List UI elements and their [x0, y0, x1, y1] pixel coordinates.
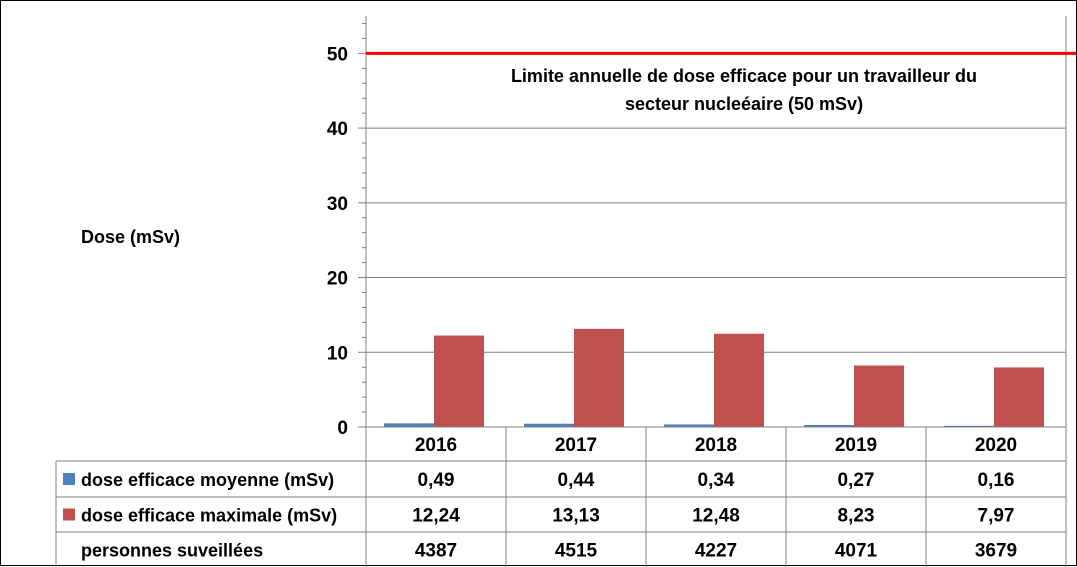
bar-maximale-2017 [574, 328, 624, 427]
data-label: 0,49 [418, 470, 455, 491]
bar-maximale-2018 [714, 333, 764, 427]
bar-moyenne-2020 [944, 425, 994, 427]
x-tick-label: 2019 [835, 435, 877, 456]
data-label: 12,48 [692, 506, 740, 527]
table-cell: 4515 [555, 541, 598, 562]
y-axis-label: Dose (mSv) [81, 227, 180, 247]
data-label: 8,23 [838, 506, 875, 527]
data-label: 7,97 [978, 506, 1015, 527]
data-label: 12,24 [412, 506, 460, 527]
table-row-label: personnes suveillées [81, 541, 263, 561]
bar-maximale-2016 [434, 335, 484, 427]
legend-swatch [63, 508, 75, 521]
table-cell: 4387 [415, 541, 457, 562]
y-tick-label: 50 [327, 44, 348, 65]
data-label: 0,16 [978, 470, 1015, 491]
legend-label: dose efficace moyenne (mSv) [81, 470, 334, 490]
y-tick-label: 10 [327, 343, 348, 364]
table-cell: 3679 [975, 541, 1017, 562]
bar-maximale-2020 [994, 367, 1044, 427]
data-label: 13,13 [552, 506, 600, 527]
bar-moyenne-2017 [524, 423, 574, 427]
x-tick-label: 2020 [975, 435, 1017, 456]
data-label: 0,44 [558, 470, 595, 491]
reference-line-label: secteur nucleéaire (50 mSv) [625, 94, 863, 114]
bar-maximale-2019 [854, 365, 904, 427]
y-tick-label: 20 [327, 269, 348, 290]
bar-moyenne-2018 [664, 424, 714, 427]
table-cell: 4071 [835, 541, 878, 562]
table-cell: 4227 [695, 541, 737, 562]
legend-swatch [63, 473, 75, 485]
y-tick-label: 0 [337, 418, 348, 439]
legend-label: dose efficace maximale (mSv) [81, 506, 337, 526]
bar-moyenne-2016 [384, 423, 434, 427]
data-label: 0,34 [698, 470, 735, 491]
bar-moyenne-2019 [804, 424, 854, 427]
x-tick-label: 2016 [415, 435, 457, 456]
y-tick-label: 30 [327, 194, 348, 215]
x-tick-label: 2018 [695, 435, 737, 456]
x-tick-label: 2017 [555, 435, 597, 456]
data-label: 0,27 [838, 470, 875, 491]
reference-line-label: Limite annuelle de dose efficace pour un… [511, 66, 977, 86]
y-tick-label: 40 [327, 119, 348, 140]
